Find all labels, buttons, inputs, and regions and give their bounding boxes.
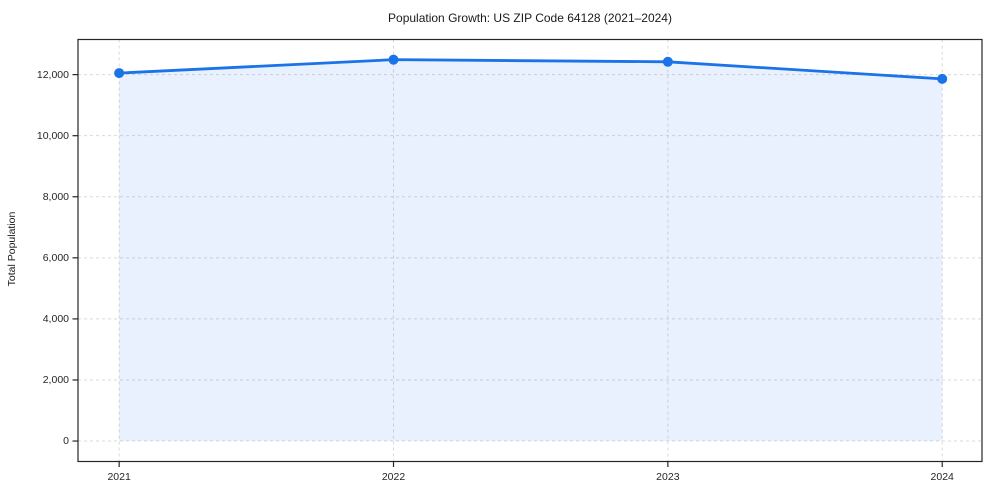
x-tick-label: 2024 [930,470,954,483]
trend-line [117,58,944,81]
x-tick-label: 2022 [381,470,406,483]
y-tick-label: 2,000 [42,373,69,386]
y-tick-label: 0 [63,435,69,448]
chart-title: Population Growth: US ZIP Code 64128 (20… [388,11,672,25]
plot-spine [77,38,983,463]
area-fill [119,59,943,442]
data-point-marker [114,68,125,79]
x-tick-label: 2021 [107,470,131,483]
y-tick-label: 6,000 [42,251,69,264]
y-tick-label: 4,000 [42,312,69,325]
y-tick-label: 10,000 [36,129,69,142]
x-tick-label: 2023 [656,470,680,483]
y-tick-label: 12,000 [36,68,69,81]
data-point-marker [662,56,673,67]
data-point-marker [388,54,399,65]
y-tick-label: 8,000 [42,190,69,203]
data-point-marker [937,73,948,84]
